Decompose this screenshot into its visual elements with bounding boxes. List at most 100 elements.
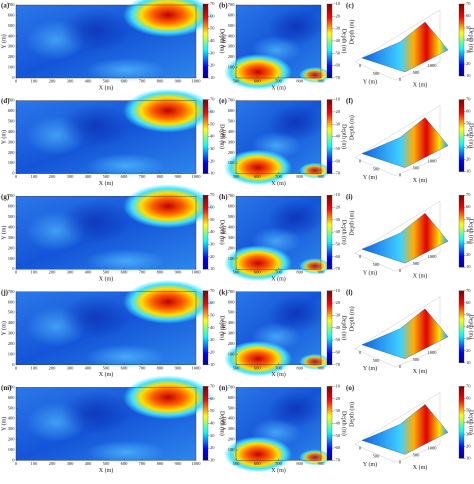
colorbar-tick-label: 40 xyxy=(466,324,471,329)
y-tick-label: 100 xyxy=(228,65,236,70)
x-tick-label: 900 xyxy=(318,365,326,370)
colorbar-tick-label: 30 xyxy=(210,50,215,55)
colorbar-tick-label: -30 xyxy=(334,312,341,317)
x-tick-label: 500 xyxy=(103,461,111,466)
colorbar xyxy=(458,386,465,459)
x-tick-label: 600 xyxy=(121,270,129,275)
y-tick-label: 300 xyxy=(8,426,16,431)
colorbar-tick-label: 10 xyxy=(210,457,215,462)
panel-label: (n) xyxy=(219,384,228,392)
colorbar-tick-label: 60 xyxy=(466,300,471,305)
colorbar-tick-label: 40 xyxy=(210,325,215,330)
y-tick-label: 100 xyxy=(8,447,16,452)
panel-label: (i) xyxy=(346,193,353,201)
y-tick-label: 700 xyxy=(228,193,236,198)
x-tick-label: 300 xyxy=(67,79,75,84)
colorbar-tick-label: 60 xyxy=(466,13,471,18)
y-tick-label: 400 xyxy=(8,33,16,38)
colorbar-tick-label: 70 xyxy=(466,97,471,102)
x-tick-label: 700 xyxy=(275,79,283,84)
x-tick-label: 200 xyxy=(49,174,57,179)
x-tick-label: 400 xyxy=(85,365,93,370)
y-tick-label: 300 xyxy=(228,139,236,144)
colorbar-label: Depth (m) xyxy=(468,219,474,244)
colorbar-label: Depth (m) xyxy=(468,123,474,148)
colorbar-tick-label: 10 xyxy=(466,360,471,365)
colorbar-tick-label: -70 xyxy=(334,457,341,462)
x-tick-label: 800 xyxy=(157,365,165,370)
y-axis-label: Y (m) xyxy=(363,461,377,468)
x-axis-label: X (m) xyxy=(413,273,428,280)
x-tick-label: 400 xyxy=(85,174,93,179)
x-tick-label: 900 xyxy=(175,365,183,370)
x-tick-label: 1000 xyxy=(192,461,202,466)
colorbar-tick-label: 10 xyxy=(466,169,471,174)
y-tick-label: 100 xyxy=(228,160,236,165)
colorbar-tick-label: 70 xyxy=(466,383,471,388)
colorbar-tick-label: -20 xyxy=(334,13,341,18)
colorbar-tick-label: -60 xyxy=(334,158,341,163)
y-tick-label: 300 xyxy=(228,426,236,431)
colorbar-tick-label: 40 xyxy=(210,420,215,425)
colorbar-tick-label: 50 xyxy=(210,217,215,222)
y-tick-label: 200 xyxy=(8,150,16,155)
colorbar-tick-label: -20 xyxy=(334,205,341,210)
colorbar-tick-label: 30 xyxy=(210,242,215,247)
colorbar-tick-label: -60 xyxy=(334,254,341,259)
colorbar-tick-label: -40 xyxy=(334,38,341,43)
y-tick-label: 600 xyxy=(8,12,16,17)
colorbar-tick-label: -10 xyxy=(334,1,341,6)
y-tick-label: 300 xyxy=(228,235,236,240)
colorbar-tick-label: 20 xyxy=(466,348,471,353)
y-tick-label: 500 xyxy=(228,405,236,410)
x-tick-label: 300 xyxy=(67,174,75,179)
x-tick-label: 100 xyxy=(31,461,39,466)
panel-label: (c) xyxy=(346,2,354,10)
colorbar-tick-label: 60 xyxy=(210,13,215,18)
y-tick-label: 300 xyxy=(8,44,16,49)
colorbar-tick-label: 20 xyxy=(210,445,215,450)
colorbar-tick-label: -10 xyxy=(334,97,341,102)
x-tick-label: 900 xyxy=(175,79,183,84)
heatmap-cool xyxy=(61,390,131,435)
colorbar-tick-label: -10 xyxy=(334,383,341,388)
colorbar-tick-label: 20 xyxy=(210,349,215,354)
x-axis-label: X (m) xyxy=(271,180,286,187)
y-tick-label: 0 xyxy=(12,75,15,80)
colorbar-tick-label: 70 xyxy=(210,288,215,293)
x-tick-label: 900 xyxy=(318,174,326,179)
colorbar-tick-label: 30 xyxy=(210,146,215,151)
x-axis-label: X (m) xyxy=(271,467,286,474)
colorbar xyxy=(458,99,465,172)
x-tick-label: 700 xyxy=(139,174,147,179)
colorbar-tick-label: 40 xyxy=(466,419,471,424)
x-tick-label: 800 xyxy=(296,461,304,466)
colorbar-tick-label: 70 xyxy=(210,192,215,197)
y-tick-label: 600 xyxy=(228,204,236,209)
z-axis-label: Depth (m) xyxy=(348,20,355,45)
colorbar xyxy=(326,290,333,365)
colorbar-tick-label: 20 xyxy=(210,254,215,259)
colorbar-tick-label: 60 xyxy=(210,300,215,305)
y-tick-label: 100 xyxy=(8,351,16,356)
colorbar-label: Depth (m) xyxy=(219,315,226,340)
colorbar-tick-label: 20 xyxy=(210,158,215,163)
heatmap-cool xyxy=(61,103,131,148)
x-tick-label: 600 xyxy=(254,461,262,466)
heatmap-cool xyxy=(268,200,324,237)
colorbar-tick-label: 50 xyxy=(466,216,471,221)
colorbar-label: Depth (m) xyxy=(219,220,226,245)
colorbar-label: Depth (m) xyxy=(468,410,474,435)
colorbar-tick-label: 10 xyxy=(466,73,471,78)
y-tick-label: 0 xyxy=(359,445,362,450)
colorbar-tick-label: 70 xyxy=(210,1,215,6)
colorbar-tick-label: 30 xyxy=(466,431,471,436)
colorbar xyxy=(326,99,333,174)
x-tick-label: 300 xyxy=(67,270,75,275)
colorbar-label: Depth (m) xyxy=(219,124,226,149)
y-tick-label: 300 xyxy=(8,235,16,240)
x-axis-label: X (m) xyxy=(99,180,114,187)
y-tick-label: 400 xyxy=(228,225,236,230)
colorbar-tick-label: 60 xyxy=(210,396,215,401)
y-tick-label: 400 xyxy=(8,320,16,325)
